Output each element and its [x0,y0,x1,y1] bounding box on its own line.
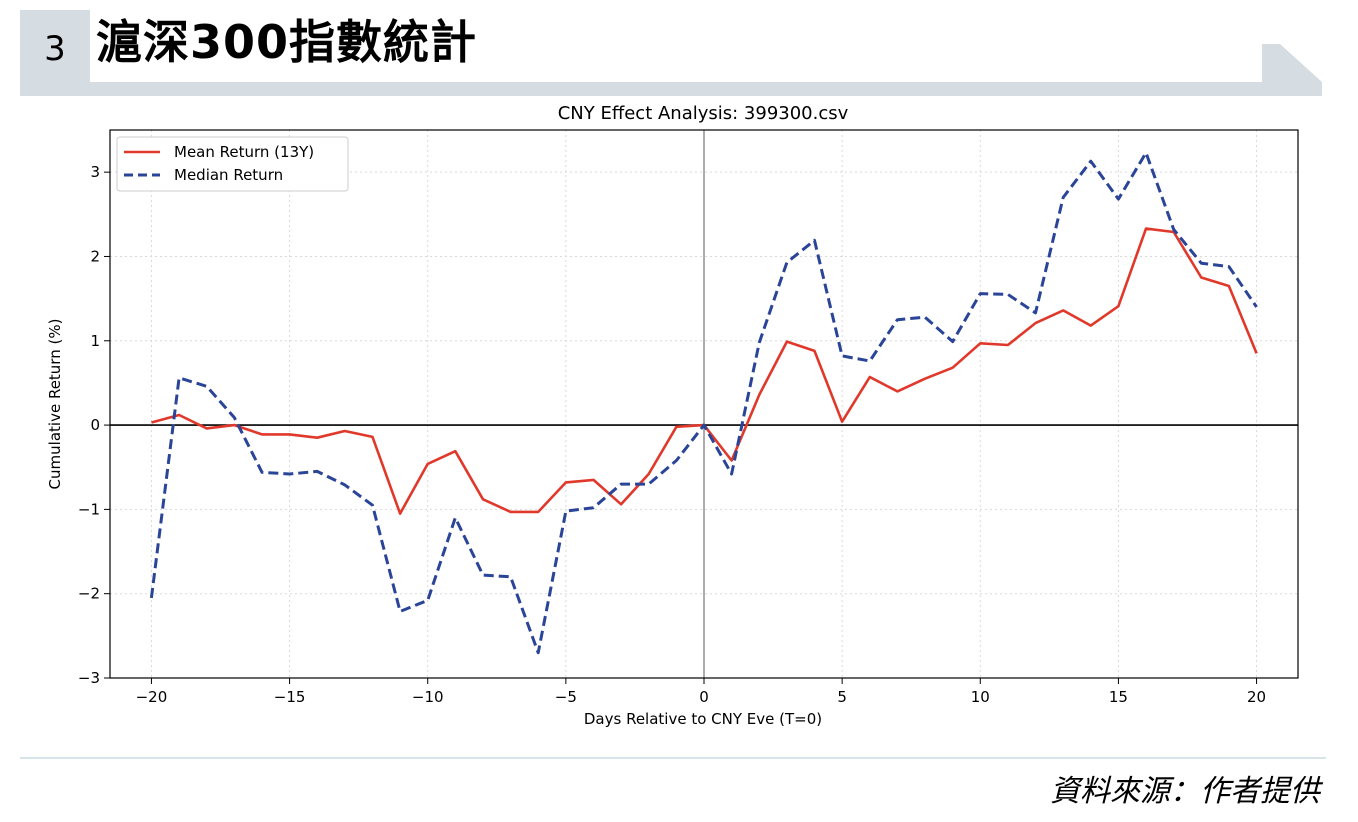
header-band-shape [20,10,1322,96]
series-median-line [149,151,1258,655]
bottom-divider [20,757,1326,759]
y-tick-label: 3 [90,163,100,181]
page-title: 滬深300指數統計 [96,15,478,69]
y-tick-label: −2 [78,585,100,603]
legend-box [116,136,349,192]
y-tick-label: −1 [78,500,100,518]
series-layer [149,151,1258,655]
x-tick-label: 0 [699,688,709,706]
y-axis-label: Cumulative Return (%) [46,319,64,490]
x-tick-label: 5 [837,688,847,706]
x-tick-label: −15 [274,688,306,706]
x-tick-label: −20 [136,688,168,706]
y-tick-label: 2 [90,247,100,265]
x-tick-label: 15 [1109,688,1128,706]
section-number: 3 [20,14,90,84]
source-note: 資料來源：作者提供 [1050,774,1320,809]
y-tick-label: 0 [90,416,100,434]
legend: Mean Return (13Y) Median Return [116,136,349,192]
reference-lines [110,130,1298,678]
y-tick-label: −3 [78,669,100,687]
x-tick-label: 20 [1247,688,1266,706]
x-tick-label: 10 [971,688,990,706]
chart-title: CNY Effect Analysis: 399300.csv [558,103,849,124]
legend-mean-label: Mean Return (13Y) [174,143,314,161]
x-tick-label: −10 [412,688,444,706]
header-band [20,10,1322,96]
x-tick-label: −5 [555,688,577,706]
y-tick-label: 1 [90,332,100,350]
legend-median-label: Median Return [174,166,283,184]
x-axis-label: Days Relative to CNY Eve (T=0) [584,710,822,728]
